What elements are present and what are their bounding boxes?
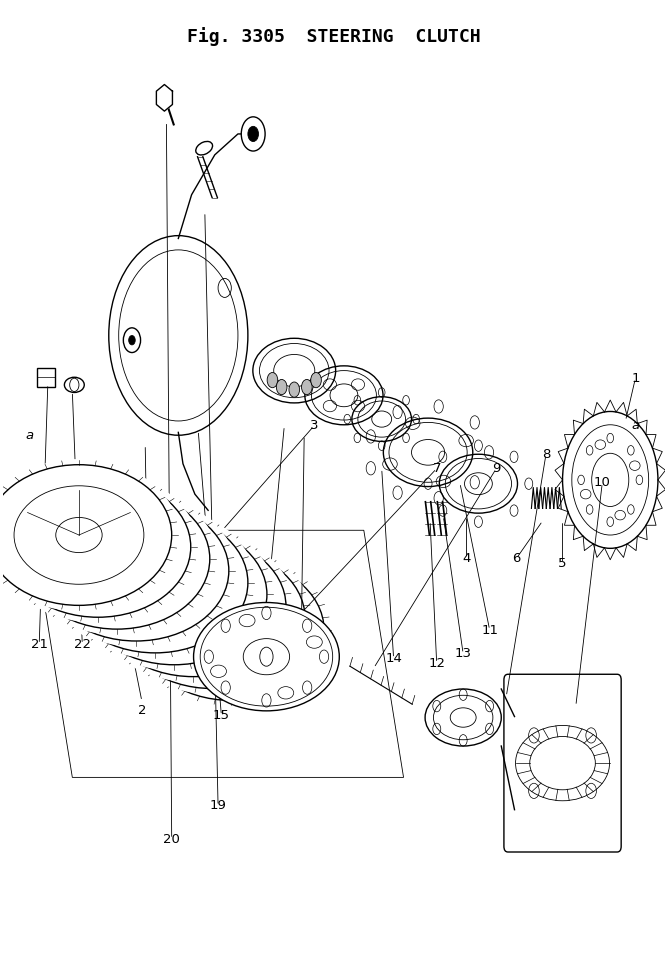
Circle shape <box>248 126 259 141</box>
FancyBboxPatch shape <box>504 674 621 852</box>
Bar <box>37 368 55 387</box>
Circle shape <box>277 380 287 395</box>
Text: 13: 13 <box>455 647 472 661</box>
Circle shape <box>129 336 135 345</box>
Circle shape <box>301 380 312 395</box>
Ellipse shape <box>74 518 275 670</box>
Ellipse shape <box>36 494 236 646</box>
Text: 19: 19 <box>210 799 226 813</box>
Ellipse shape <box>196 141 212 155</box>
Text: 1: 1 <box>631 372 640 384</box>
Text: 3: 3 <box>310 420 319 432</box>
Text: 22: 22 <box>73 638 91 651</box>
Circle shape <box>311 373 321 388</box>
Text: a: a <box>631 420 639 432</box>
Ellipse shape <box>112 542 313 694</box>
Text: 9: 9 <box>492 462 500 475</box>
Circle shape <box>124 328 140 353</box>
Ellipse shape <box>425 689 501 746</box>
Circle shape <box>562 411 658 549</box>
Text: 7: 7 <box>432 462 441 475</box>
Text: a: a <box>25 428 33 442</box>
Text: 5: 5 <box>558 557 566 570</box>
Text: Fig. 3305  STEERING  CLUTCH: Fig. 3305 STEERING CLUTCH <box>187 27 481 46</box>
Text: 2: 2 <box>138 705 146 717</box>
Text: 18: 18 <box>293 657 309 670</box>
Text: 8: 8 <box>542 447 550 461</box>
Text: 15: 15 <box>213 709 230 722</box>
Ellipse shape <box>194 602 339 711</box>
Text: 14: 14 <box>385 652 402 665</box>
Text: 16: 16 <box>140 623 157 637</box>
Text: 21: 21 <box>31 638 47 651</box>
Text: 17: 17 <box>249 695 267 707</box>
Ellipse shape <box>17 483 217 635</box>
Ellipse shape <box>93 531 293 683</box>
Circle shape <box>260 647 273 666</box>
Text: 10: 10 <box>594 476 611 489</box>
Ellipse shape <box>131 554 331 706</box>
Circle shape <box>241 117 265 151</box>
Ellipse shape <box>0 471 198 623</box>
Text: 6: 6 <box>512 553 520 565</box>
Text: 20: 20 <box>163 833 180 846</box>
Circle shape <box>267 373 278 388</box>
Circle shape <box>289 382 299 397</box>
Polygon shape <box>156 84 172 111</box>
Ellipse shape <box>0 459 179 611</box>
Ellipse shape <box>64 378 84 393</box>
Text: 11: 11 <box>481 623 498 637</box>
Ellipse shape <box>55 507 255 659</box>
Text: 4: 4 <box>462 553 471 565</box>
Text: 12: 12 <box>428 657 445 670</box>
